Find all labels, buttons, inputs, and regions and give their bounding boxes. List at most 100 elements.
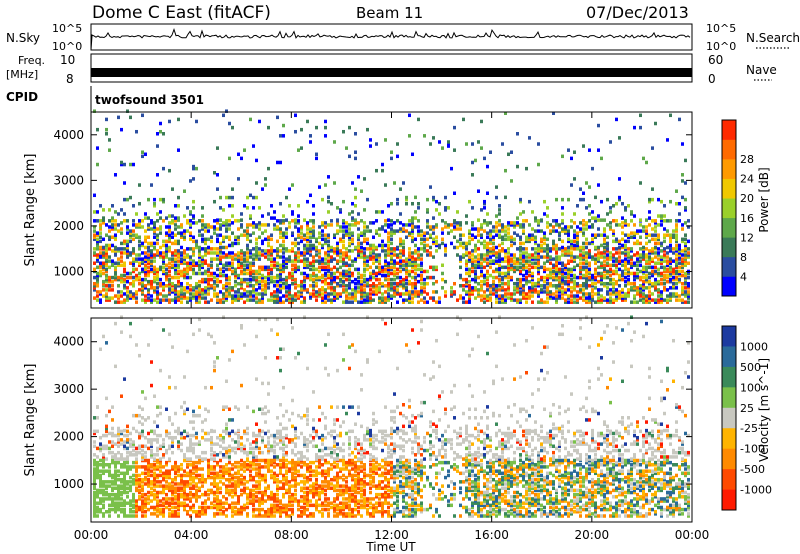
power-echo-cell	[615, 247, 618, 251]
power-echo-cell	[426, 221, 429, 225]
velocity-echo-cell	[93, 495, 96, 499]
power-echo-cell	[288, 290, 291, 294]
power-echo-cell	[663, 275, 666, 280]
power-echo-cell	[246, 223, 249, 227]
power-echo-cell	[396, 288, 399, 292]
velocity-echo-cell	[153, 512, 156, 516]
power-echo-cell	[300, 259, 303, 263]
power-echo-cell	[309, 239, 312, 244]
power-echo-cell	[582, 294, 585, 298]
velocity-echo-cell	[93, 444, 96, 449]
power-echo-cell	[357, 279, 360, 284]
power-echo-cell	[516, 265, 519, 270]
power-echo-cell	[546, 249, 549, 253]
power-echo-cell	[615, 271, 618, 276]
power-echo-cell	[144, 257, 147, 261]
power-echo-cell	[627, 261, 630, 265]
power-echo-cell	[561, 271, 564, 276]
power-echo-cell	[369, 251, 372, 255]
power-echo-cell	[150, 219, 153, 223]
velocity-echo-cell	[159, 473, 162, 478]
power-echo-cell	[354, 187, 357, 191]
power-echo-cell	[405, 267, 408, 272]
power-echo-cell	[486, 221, 489, 225]
power-echo-cell	[627, 267, 630, 272]
velocity-echo-cell	[102, 446, 105, 451]
power-echo-cell	[588, 185, 591, 189]
power-echo-cell	[411, 286, 414, 290]
velocity-echo-cell	[156, 499, 159, 503]
power-echo-cell	[216, 218, 219, 222]
power-echo-cell	[540, 275, 543, 280]
power-echo-cell	[405, 197, 408, 202]
power-echo-cell	[327, 292, 330, 296]
power-echo-cell	[435, 239, 438, 244]
power-echo-cell	[663, 267, 666, 272]
power-echo-cell	[306, 263, 309, 268]
power-echo-cell	[273, 279, 276, 284]
power-echo-cell	[315, 277, 318, 282]
power-echo-cell	[528, 288, 531, 292]
power-echo-cell	[267, 251, 270, 255]
power-echo-cell	[123, 197, 126, 202]
velocity-echo-cell	[117, 492, 120, 497]
power-echo-cell	[105, 279, 108, 284]
velocity-echo-cell	[165, 469, 168, 473]
power-echo-cell	[648, 298, 651, 302]
power-echo-cell	[285, 249, 288, 253]
power-echo-cell	[261, 300, 264, 304]
velocity-echo-cell	[123, 377, 126, 381]
power-echo-cell	[483, 156, 486, 161]
power-echo-cell	[252, 298, 255, 302]
velocity-echo-cell	[147, 482, 150, 486]
power-echo-cell	[339, 273, 342, 278]
power-echo-cell	[543, 284, 546, 288]
power-echo-cell	[675, 189, 678, 193]
power-echo-cell	[528, 136, 531, 140]
power-echo-cell	[141, 288, 144, 292]
power-echo-cell	[531, 257, 534, 261]
power-echo-cell	[252, 223, 255, 227]
power-echo-cell	[570, 243, 573, 248]
power-echo-cell	[585, 271, 588, 276]
velocity-echo-cell	[111, 460, 114, 465]
power-echo-cell	[228, 292, 231, 296]
power-echo-cell	[276, 288, 279, 292]
power-echo-cell	[357, 300, 360, 304]
velocity-echo-cell	[102, 492, 105, 497]
power-echo-cell	[459, 233, 462, 237]
power-echo-cell	[96, 247, 99, 251]
power-echo-cell	[276, 279, 279, 284]
power-echo-cell	[477, 265, 480, 270]
velocity-echo-cell	[129, 475, 132, 480]
power-echo-cell	[225, 261, 228, 265]
power-echo-cell	[306, 237, 309, 242]
power-echo-cell	[144, 239, 147, 244]
power-echo-cell	[222, 300, 225, 304]
power-echo-cell	[468, 231, 471, 235]
power-echo-cell	[510, 221, 513, 225]
power-echo-cell	[498, 253, 501, 257]
power-echo-cell	[507, 235, 510, 239]
power-echo-cell	[648, 210, 651, 214]
power-echo-cell	[567, 281, 570, 286]
power-echo-cell	[468, 271, 471, 276]
power-echo-cell	[144, 294, 147, 298]
power-echo-cell	[297, 204, 300, 208]
power-echo-cell	[657, 214, 660, 218]
power-echo-cell	[345, 261, 348, 265]
power-echo-cell	[420, 233, 423, 237]
power-echo-cell	[666, 267, 669, 272]
power-echo-cell	[537, 249, 540, 253]
power-echo-cell	[624, 275, 627, 280]
power-echo-cell	[513, 288, 516, 292]
power-echo-cell	[288, 286, 291, 290]
power-echo-cell	[240, 294, 243, 298]
power-echo-cell	[648, 223, 651, 227]
power-echo-cell	[621, 271, 624, 276]
power-echo-cell	[258, 300, 261, 304]
power-echo-cell	[369, 292, 372, 296]
velocity-echo-cell	[150, 492, 153, 497]
power-echo-cell	[528, 255, 531, 259]
power-echo-cell	[192, 271, 195, 276]
